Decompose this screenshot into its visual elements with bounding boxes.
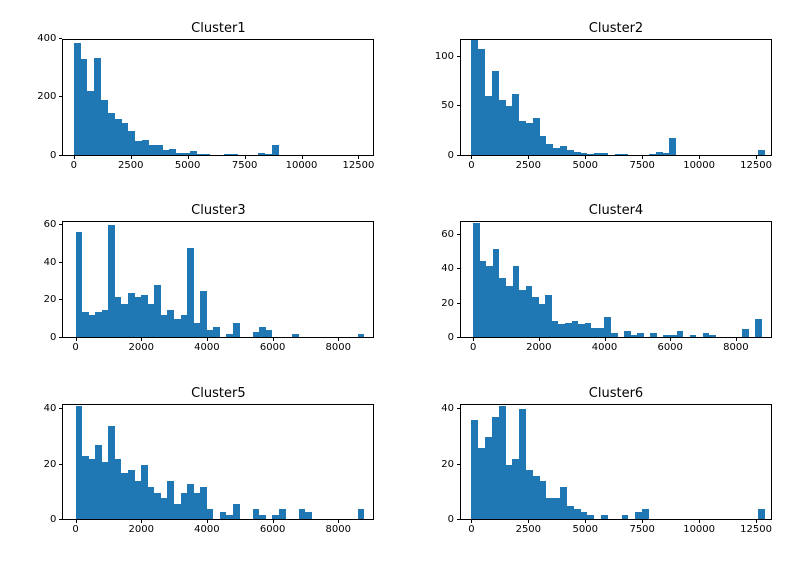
ytick-label: 20	[44, 460, 63, 470]
ytick-label: 20	[44, 295, 63, 305]
ytick-label: 20	[441, 299, 460, 309]
ytick-label: 0	[50, 151, 62, 161]
ytick-label: 100	[435, 52, 460, 62]
xtick-mark	[207, 338, 208, 341]
subplot-title: Cluster6	[460, 386, 772, 401]
xtick-mark	[302, 156, 303, 159]
ytick-mark	[59, 38, 62, 39]
ytick-mark	[59, 224, 62, 225]
ytick-label: 60	[44, 220, 63, 230]
xtick-mark	[670, 338, 671, 341]
xtick-mark	[76, 520, 77, 523]
ytick-label: 40	[44, 404, 63, 414]
figure: Cluster1020040002500500075001000012500 Cl…	[0, 0, 800, 570]
ytick-mark	[457, 155, 460, 156]
ytick-mark	[59, 299, 62, 300]
xtick-mark	[74, 156, 75, 159]
xtick-mark	[273, 338, 274, 341]
xtick-mark	[245, 156, 246, 159]
xtick-mark	[605, 338, 606, 341]
ytick-label: 0	[448, 515, 460, 525]
subplot-title: Cluster2	[460, 21, 772, 36]
axes-spines	[62, 39, 374, 156]
xtick-mark	[585, 520, 586, 523]
xtick-mark	[471, 520, 472, 523]
xtick-mark	[338, 338, 339, 341]
ytick-mark	[457, 105, 460, 106]
subplot-1: Cluster1020040002500500075001000012500	[62, 39, 374, 156]
xtick-mark	[473, 338, 474, 341]
xtick-mark	[736, 338, 737, 341]
subplot-4: Cluster4020406002000400060008000	[460, 221, 772, 338]
axes-spines	[460, 39, 772, 156]
ytick-mark	[59, 337, 62, 338]
ytick-mark	[457, 268, 460, 269]
ytick-label: 40	[441, 404, 460, 414]
ytick-mark	[457, 234, 460, 235]
xtick-mark	[756, 156, 757, 159]
subplot-2: Cluster205010002500500075001000012500	[460, 39, 772, 156]
xtick-mark	[699, 156, 700, 159]
xtick-mark	[539, 338, 540, 341]
subplot-title: Cluster5	[62, 386, 374, 401]
subplot-6: Cluster60204002500500075001000012500	[460, 404, 772, 521]
xtick-mark	[131, 156, 132, 159]
xtick-mark	[642, 156, 643, 159]
ytick-label: 40	[441, 264, 460, 274]
ytick-mark	[457, 464, 460, 465]
xtick-mark	[358, 156, 359, 159]
subplot-3: Cluster3020406002000400060008000	[62, 221, 374, 338]
xtick-mark	[528, 156, 529, 159]
ytick-label: 0	[50, 515, 62, 525]
xtick-mark	[141, 338, 142, 341]
xtick-mark	[76, 338, 77, 341]
ytick-label: 20	[441, 460, 460, 470]
ytick-label: 50	[441, 101, 460, 111]
ytick-mark	[59, 262, 62, 263]
ytick-mark	[59, 408, 62, 409]
subplot-title: Cluster1	[62, 21, 374, 36]
axes-spines	[460, 221, 772, 338]
xtick-mark	[756, 520, 757, 523]
ytick-label: 0	[448, 333, 460, 343]
ytick-label: 0	[448, 151, 460, 161]
xtick-mark	[699, 520, 700, 523]
ytick-label: 0	[50, 333, 62, 343]
xtick-mark	[273, 520, 274, 523]
ytick-mark	[457, 56, 460, 57]
ytick-mark	[457, 303, 460, 304]
ytick-mark	[457, 337, 460, 338]
ytick-label: 60	[441, 230, 460, 240]
axes-spines	[62, 221, 374, 338]
xtick-mark	[188, 156, 189, 159]
ytick-mark	[59, 96, 62, 97]
xtick-mark	[471, 156, 472, 159]
xtick-mark	[528, 520, 529, 523]
xtick-mark	[585, 156, 586, 159]
ytick-mark	[457, 519, 460, 520]
xtick-mark	[207, 520, 208, 523]
subplot-title: Cluster3	[62, 203, 374, 218]
xtick-mark	[642, 520, 643, 523]
ytick-mark	[59, 155, 62, 156]
xtick-mark	[141, 520, 142, 523]
axes-spines	[62, 404, 374, 521]
subplot-5: Cluster50204002000400060008000	[62, 404, 374, 521]
ytick-mark	[457, 408, 460, 409]
xtick-mark	[338, 520, 339, 523]
ytick-label: 400	[37, 34, 62, 44]
ytick-mark	[59, 464, 62, 465]
ytick-label: 40	[44, 258, 63, 268]
ytick-label: 200	[37, 92, 62, 102]
subplot-title: Cluster4	[460, 203, 772, 218]
ytick-mark	[59, 519, 62, 520]
axes-spines	[460, 404, 772, 521]
